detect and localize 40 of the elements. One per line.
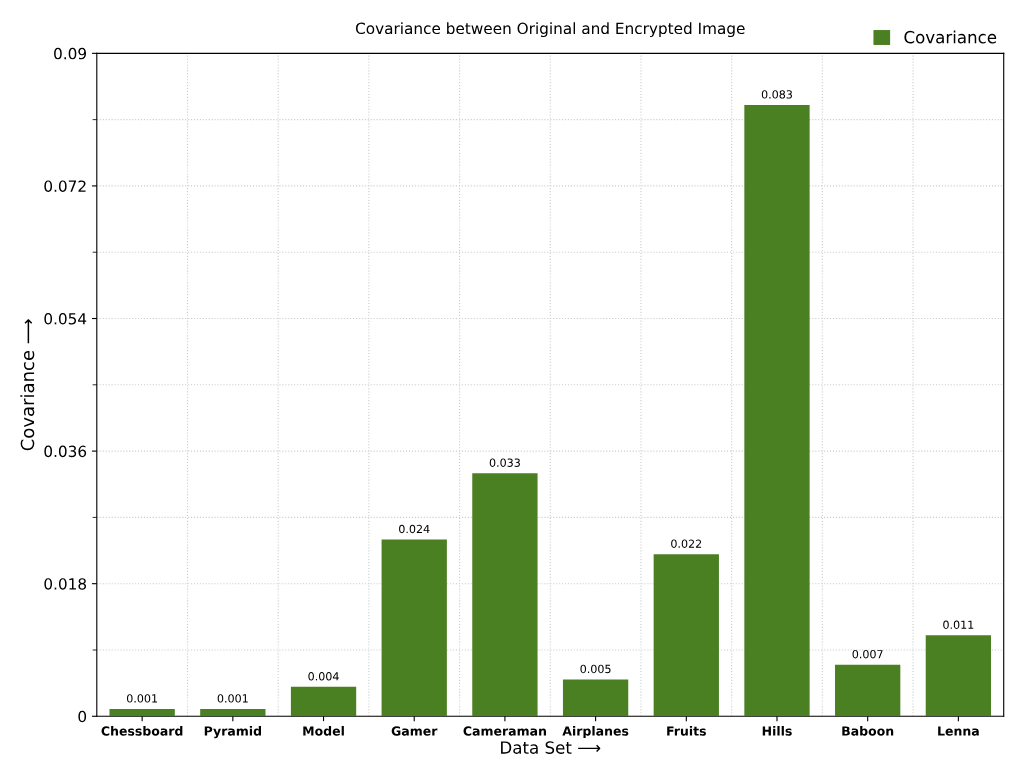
chart-title: Covariance between Original and Encrypted Image — [355, 22, 745, 38]
x-tick-label: Lenna — [938, 726, 979, 736]
data-label: 0.005 — [580, 664, 611, 674]
y-tick-label: 0.072 — [44, 180, 86, 192]
x-tick-label: Cameraman — [463, 726, 546, 736]
x-tick-label: Chessboard — [101, 726, 183, 736]
bar — [200, 708, 266, 717]
x-tick-label: Gamer — [391, 726, 438, 736]
bar — [472, 473, 538, 717]
bar — [562, 679, 629, 717]
data-label: 0.022 — [671, 539, 702, 548]
bar — [381, 539, 447, 717]
y-axis-title: Covariance ⟶ — [20, 319, 35, 451]
data-label: 0.001 — [217, 694, 248, 703]
x-tick-label: Hills — [762, 726, 792, 736]
data-label: 0.083 — [761, 90, 792, 99]
x-tick-label: Pyramid — [204, 726, 261, 739]
x-tick-label: Airplanes — [562, 726, 629, 739]
legend-label: Covariance — [904, 30, 997, 44]
bar — [109, 708, 175, 717]
bar — [653, 554, 719, 717]
y-tick-label: 0 — [78, 710, 87, 723]
data-label: 0.004 — [308, 672, 339, 681]
x-tick-label: Baboon — [842, 726, 894, 736]
data-label: 0.001 — [126, 694, 158, 703]
y-tick-label: 0.09 — [54, 47, 87, 60]
y-tick-label: 0.054 — [44, 312, 87, 325]
x-tick-label: Fruits — [667, 726, 706, 736]
bar — [744, 104, 810, 717]
y-tick-label: 0.018 — [44, 578, 87, 590]
x-tick-label: Model — [303, 726, 344, 736]
x-axis-title: Data Set ⟶ — [501, 741, 601, 754]
data-label: 0.011 — [943, 620, 974, 629]
data-label: 0.033 — [489, 458, 520, 467]
data-label: 0.007 — [852, 649, 883, 659]
y-tick-label: 0.036 — [44, 445, 87, 458]
bar — [925, 635, 992, 717]
data-label: 0.024 — [399, 524, 430, 534]
bar — [835, 664, 901, 717]
bar — [290, 686, 357, 717]
